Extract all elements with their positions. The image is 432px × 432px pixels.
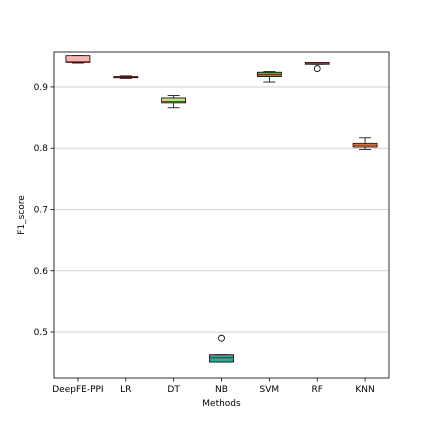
x-tick-label: SVM (260, 385, 280, 395)
box-rf (305, 62, 329, 71)
y-axis-label: F1_score (17, 195, 27, 235)
y-ticks: 0.5 0.6 0.7 0.8 0.9 (34, 83, 54, 338)
box-knn (353, 138, 377, 150)
grid (54, 87, 389, 332)
plot-frame (54, 52, 389, 378)
boxes (66, 56, 377, 362)
x-tick-label: KNN (355, 385, 374, 395)
y-tick-label: 0.8 (34, 144, 49, 154)
x-tick-label: DT (167, 385, 180, 395)
y-tick-label: 0.7 (34, 205, 48, 215)
box-dt (162, 96, 186, 108)
box-body (210, 355, 234, 362)
y-tick-label: 0.9 (34, 83, 49, 93)
x-tick-label: LR (120, 385, 131, 395)
x-axis-label: Methods (202, 399, 241, 409)
y-tick-label: 0.6 (34, 267, 49, 277)
x-tick-label: DeepFE-PPI (52, 385, 103, 395)
x-tick-label: NB (215, 385, 228, 395)
box-nb (210, 335, 234, 362)
x-ticks: DeepFE-PPI LR DT NB SVM RF KNN (52, 378, 375, 395)
outlier-point (219, 335, 225, 341)
box-svm (257, 72, 281, 82)
box-deepfe-ppi (66, 56, 90, 63)
y-tick-label: 0.5 (34, 328, 48, 338)
outlier-point (314, 66, 320, 72)
box-lr (114, 76, 138, 78)
x-tick-label: RF (311, 385, 322, 395)
